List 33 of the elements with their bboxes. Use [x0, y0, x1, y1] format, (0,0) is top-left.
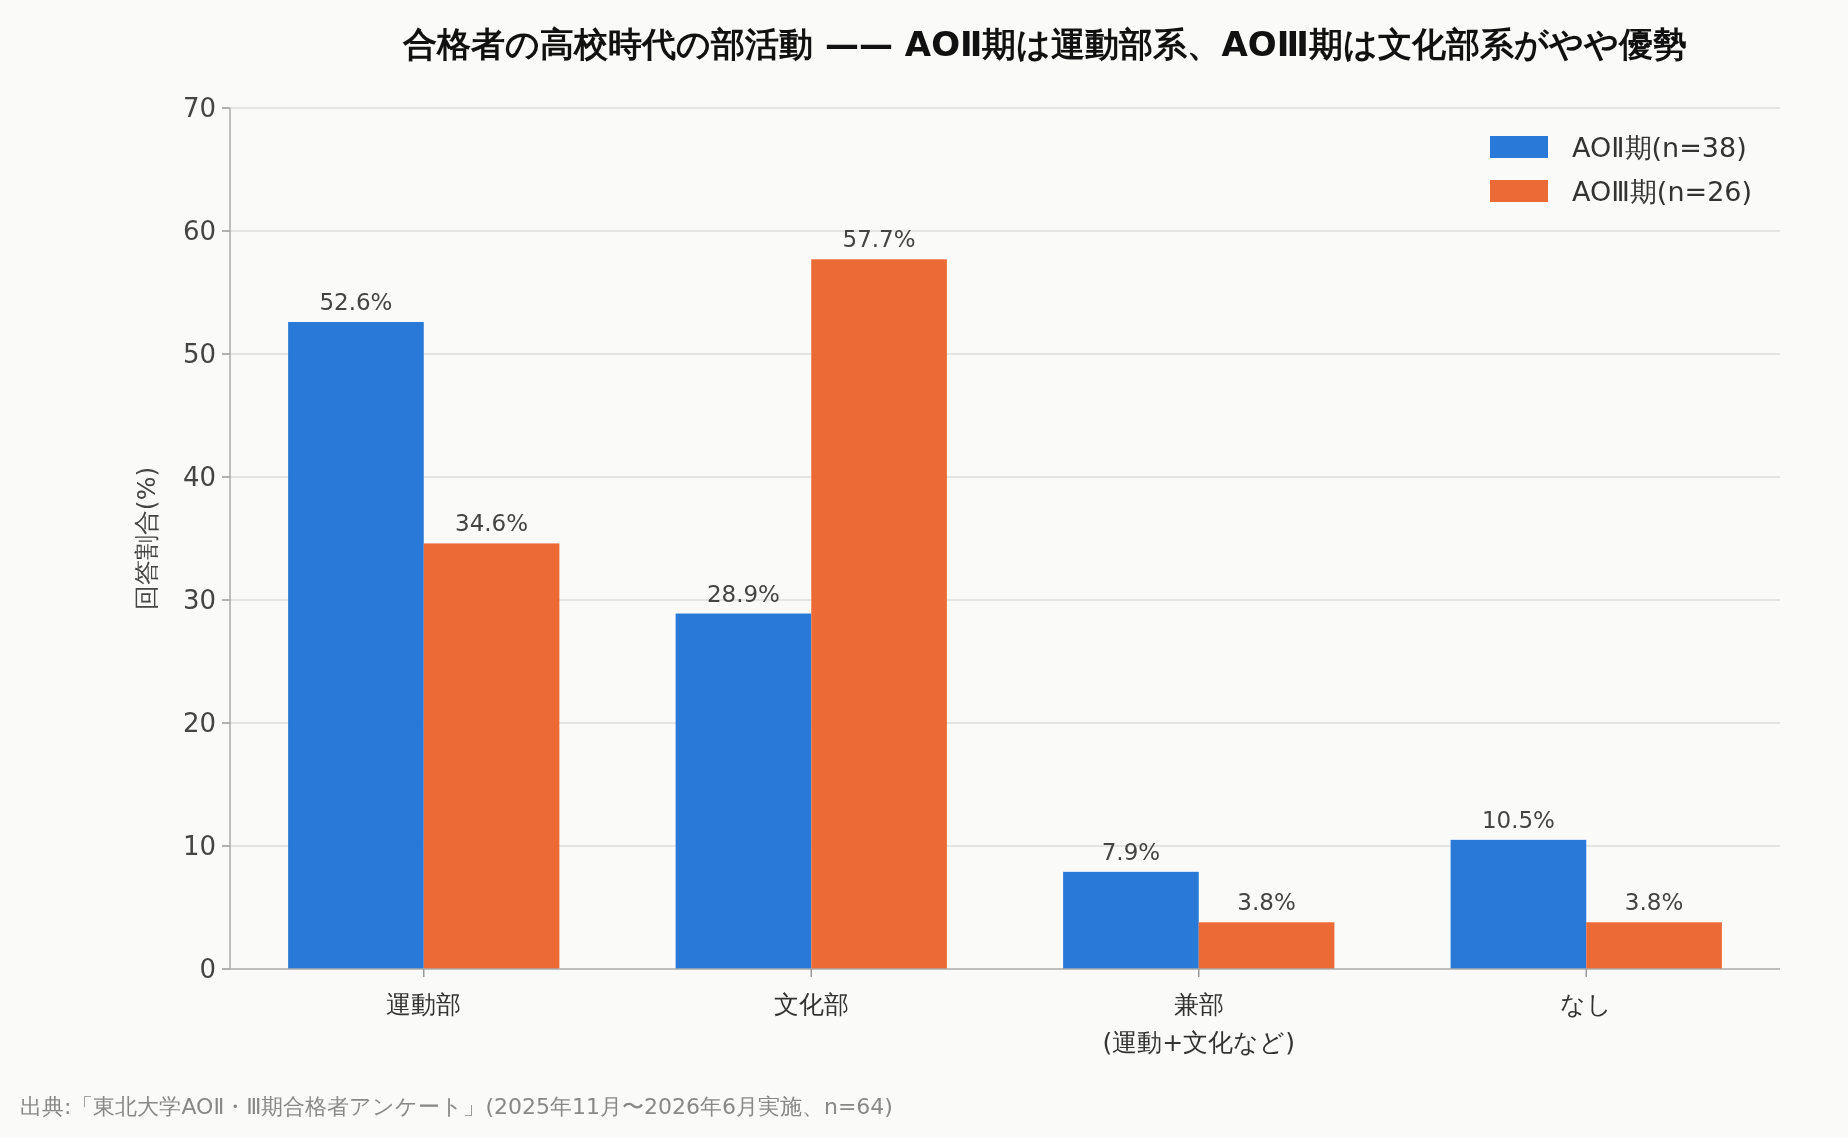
data-label: 28.9%: [706, 580, 780, 607]
y-tick-label: 60: [182, 216, 216, 246]
x-tick-label: なし: [1560, 990, 1613, 1019]
bar: [1450, 839, 1587, 969]
bar: [675, 613, 812, 969]
y-tick-label: 30: [182, 585, 216, 615]
y-axis-title: 回答割合(%): [132, 466, 161, 611]
y-tick-label: 10: [182, 831, 216, 861]
legend-label: AOⅡ期(n=38): [1572, 132, 1747, 163]
y-tick-label: 20: [182, 708, 216, 738]
bar: [1063, 871, 1199, 969]
x-tick-label: 文化部: [773, 990, 849, 1019]
data-label: 34.6%: [455, 510, 529, 537]
data-label: 3.8%: [1237, 889, 1296, 916]
source-note: 出典:「東北大学AOⅡ・Ⅲ期合格者アンケート」(2025年11月〜2026年6月実施、n=64): [20, 1094, 893, 1119]
data-label: 3.8%: [1624, 889, 1684, 916]
y-tick-label: 40: [182, 462, 216, 492]
bar: [1586, 922, 1722, 969]
legend-label: AOⅢ期(n=26): [1572, 176, 1753, 207]
bar: [1198, 922, 1335, 969]
data-label: 10.5%: [1481, 806, 1555, 833]
chart-title: 合格者の高校時代の部活動 —— AOⅡ期は運動部系、AOⅢ期は文化部系がやや優勢: [402, 24, 1687, 64]
y-tick-label: 0: [199, 954, 216, 984]
y-tick-label: 70: [182, 93, 216, 123]
data-label: 57.7%: [842, 226, 916, 253]
y-tick-label: 50: [182, 339, 216, 369]
bar: [288, 322, 424, 969]
bar: [811, 259, 947, 969]
x-tick-label: 運動部: [386, 990, 462, 1019]
data-label: 52.6%: [319, 289, 393, 316]
bar: [423, 543, 560, 969]
x-tick-label: 兼部 (運動+文化など): [1102, 990, 1295, 1057]
data-label: 7.9%: [1101, 838, 1161, 865]
